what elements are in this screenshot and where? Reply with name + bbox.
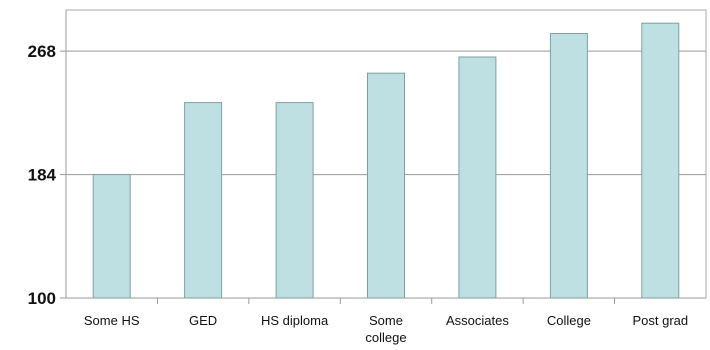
y-tick-label: 184: [28, 166, 57, 185]
bar: [367, 72, 405, 299]
x-tick-label: Some HS: [84, 313, 140, 328]
bar: [275, 102, 314, 299]
bar: [549, 33, 588, 299]
x-tick-label: HS diploma: [261, 313, 329, 328]
x-tick-label: GED: [189, 313, 217, 328]
y-tick-label: 100: [28, 289, 56, 308]
y-tick-label: 268: [28, 42, 56, 61]
x-tick-label: Associates: [446, 313, 509, 328]
bar: [641, 22, 680, 299]
bar: [184, 102, 223, 299]
x-tick-label: College: [547, 313, 591, 328]
x-tick-label: Post grad: [632, 313, 688, 328]
x-tick-label: Some college: [365, 313, 406, 345]
bar: [458, 56, 497, 299]
bar: [92, 174, 131, 299]
